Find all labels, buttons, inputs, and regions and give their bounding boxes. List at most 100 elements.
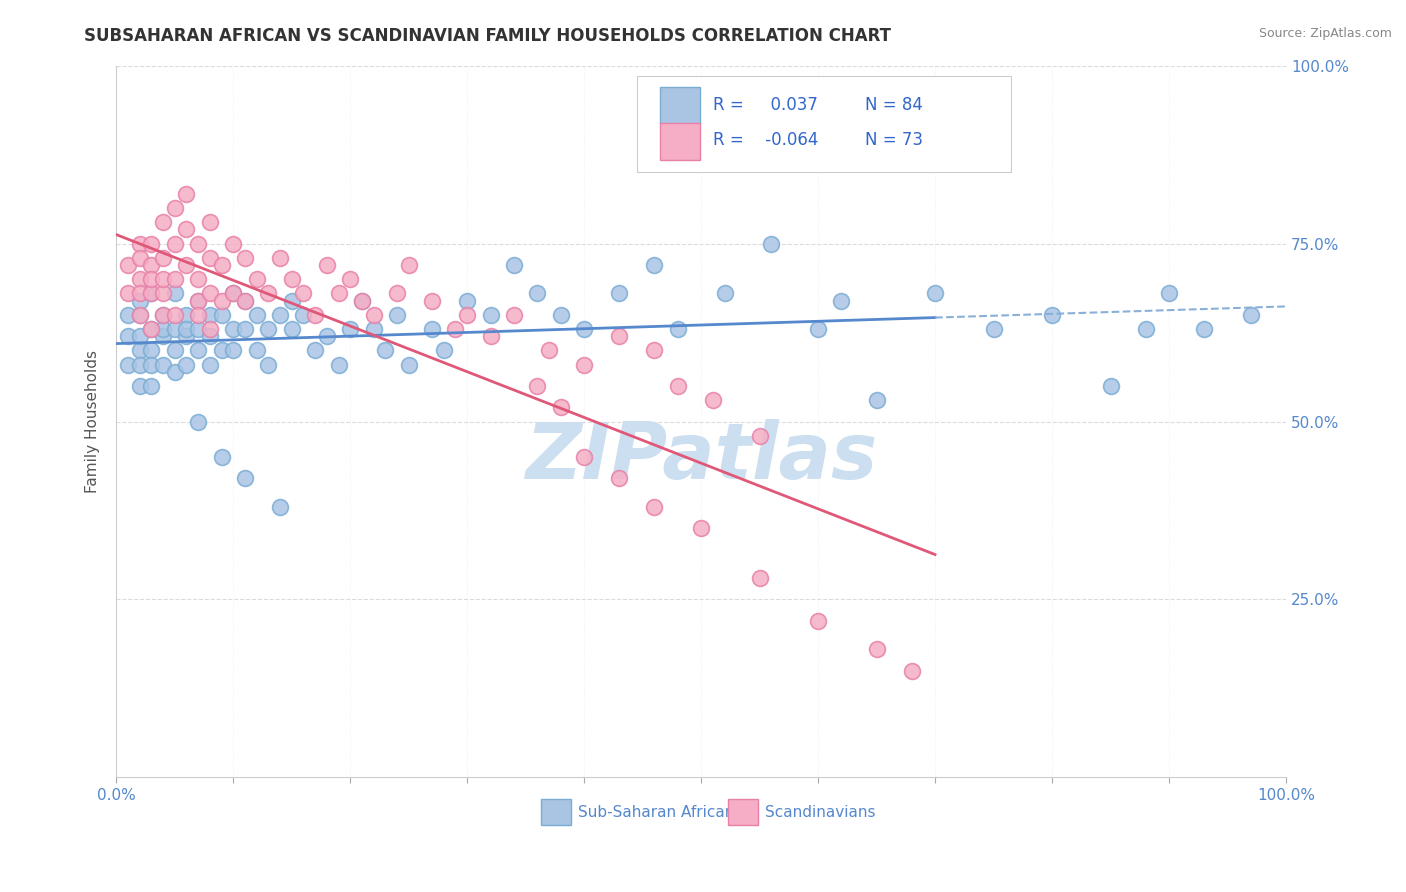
Point — [128, 308, 150, 322]
Point — [246, 308, 269, 322]
Point — [456, 293, 478, 308]
Text: 0.037: 0.037 — [759, 95, 817, 114]
Point — [433, 343, 456, 358]
Point — [304, 343, 326, 358]
Text: Scandinavians: Scandinavians — [765, 805, 876, 820]
Point — [233, 293, 256, 308]
Point — [257, 358, 280, 372]
Point — [128, 286, 150, 301]
Point — [550, 308, 572, 322]
Point — [187, 236, 209, 251]
Point — [152, 329, 174, 343]
Point — [807, 614, 830, 628]
Y-axis label: Family Households: Family Households — [86, 350, 100, 493]
Point — [1040, 308, 1063, 322]
Point — [374, 343, 396, 358]
Text: R =: R = — [713, 131, 744, 149]
Point — [176, 186, 198, 201]
Point — [503, 258, 526, 272]
Point — [900, 664, 922, 678]
Point — [222, 343, 245, 358]
Text: N = 84: N = 84 — [865, 95, 922, 114]
Point — [924, 286, 946, 301]
Point — [1157, 286, 1180, 301]
Point — [269, 500, 291, 514]
Point — [141, 379, 163, 393]
Point — [152, 322, 174, 336]
Point — [141, 343, 163, 358]
Point — [385, 308, 408, 322]
Point — [1240, 308, 1263, 322]
Point — [643, 258, 665, 272]
Point — [398, 258, 420, 272]
Point — [128, 358, 150, 372]
Point — [176, 322, 198, 336]
Point — [141, 322, 163, 336]
Point — [339, 322, 361, 336]
Point — [246, 272, 269, 286]
Point — [117, 286, 139, 301]
Point — [117, 308, 139, 322]
Point — [117, 329, 139, 343]
Point — [187, 322, 209, 336]
Point — [187, 293, 209, 308]
Point — [222, 286, 245, 301]
Point — [128, 272, 150, 286]
Text: R =: R = — [713, 95, 744, 114]
Point — [222, 286, 245, 301]
Point — [176, 308, 198, 322]
Point — [1192, 322, 1215, 336]
Point — [152, 308, 174, 322]
Point — [328, 286, 350, 301]
Point — [211, 343, 233, 358]
Point — [128, 343, 150, 358]
Point — [269, 308, 291, 322]
Text: ZIPatlas: ZIPatlas — [524, 419, 877, 495]
Point — [141, 286, 163, 301]
Point — [292, 308, 315, 322]
Point — [983, 322, 1005, 336]
Point — [444, 322, 467, 336]
Point — [479, 329, 502, 343]
Point — [233, 471, 256, 485]
Point — [163, 201, 186, 215]
Text: -0.064: -0.064 — [759, 131, 818, 149]
Point — [865, 393, 887, 408]
Point — [666, 322, 689, 336]
Point — [233, 322, 256, 336]
Point — [163, 343, 186, 358]
Point — [830, 293, 852, 308]
Point — [176, 222, 198, 236]
Point — [280, 272, 302, 286]
Point — [198, 358, 221, 372]
Point — [572, 358, 595, 372]
Point — [1099, 379, 1122, 393]
Point — [211, 308, 233, 322]
Point — [233, 251, 256, 265]
Point — [128, 379, 150, 393]
Point — [117, 258, 139, 272]
Point — [479, 308, 502, 322]
Point — [503, 308, 526, 322]
Point — [328, 358, 350, 372]
Point — [152, 251, 174, 265]
Point — [176, 358, 198, 372]
Point — [702, 393, 724, 408]
Point — [315, 258, 337, 272]
Point — [187, 343, 209, 358]
Point — [233, 293, 256, 308]
Point — [526, 286, 548, 301]
Point — [456, 308, 478, 322]
Point — [141, 258, 163, 272]
Point — [141, 358, 163, 372]
Point — [643, 343, 665, 358]
Point — [163, 308, 186, 322]
Point — [385, 286, 408, 301]
Point — [748, 429, 770, 443]
Point — [292, 286, 315, 301]
Point — [187, 415, 209, 429]
Point — [222, 322, 245, 336]
Point — [128, 236, 150, 251]
Point — [163, 322, 186, 336]
FancyBboxPatch shape — [541, 799, 571, 825]
